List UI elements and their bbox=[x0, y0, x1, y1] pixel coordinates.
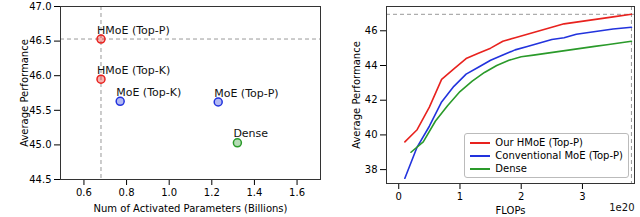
svg-text:47.0: 47.0 bbox=[29, 1, 51, 12]
svg-text:44.5: 44.5 bbox=[29, 174, 51, 185]
svg-text:46.0: 46.0 bbox=[29, 70, 51, 81]
html-text:Dense: Dense bbox=[495, 163, 527, 174]
svg-text:1: 1 bbox=[457, 191, 463, 202]
svg-text:MoE (Top-K): MoE (Top-K) bbox=[116, 86, 181, 99]
svg-text:0: 0 bbox=[396, 191, 402, 202]
svg-text:45.5: 45.5 bbox=[29, 105, 51, 116]
svg-text:Num of Activated Parameters (B: Num of Activated Parameters (Billions) bbox=[94, 203, 288, 214]
svg-text:1.0: 1.0 bbox=[161, 187, 177, 198]
svg-text:0.8: 0.8 bbox=[119, 187, 135, 198]
svg-text:38: 38 bbox=[365, 164, 378, 175]
svg-text:42: 42 bbox=[365, 94, 378, 105]
svg-text:HMoE (Top-P): HMoE (Top-P) bbox=[97, 24, 170, 37]
svg-text:3: 3 bbox=[579, 191, 585, 202]
svg-text:45.0: 45.0 bbox=[29, 139, 51, 150]
svg-text:46: 46 bbox=[365, 25, 378, 36]
svg-text:Average Performance: Average Performance bbox=[351, 41, 362, 149]
svg-text:0.6: 0.6 bbox=[76, 187, 92, 198]
svg-text:44: 44 bbox=[365, 60, 378, 71]
svg-text:FLOPs: FLOPs bbox=[496, 205, 526, 216]
html-text:Our HMoE (Top-P): Our HMoE (Top-P) bbox=[495, 137, 583, 148]
svg-text:Average Performance: Average Performance bbox=[19, 39, 30, 147]
svg-text:Dense: Dense bbox=[233, 127, 268, 140]
svg-text:40: 40 bbox=[365, 129, 378, 140]
svg-text:1.2: 1.2 bbox=[204, 187, 220, 198]
svg-text:2: 2 bbox=[518, 191, 524, 202]
html-text:Conventional MoE (Top-P): Conventional MoE (Top-P) bbox=[495, 150, 623, 161]
svg-text:HMoE (Top-K): HMoE (Top-K) bbox=[97, 64, 170, 77]
svg-text:1e20: 1e20 bbox=[609, 202, 634, 213]
svg-text:46.5: 46.5 bbox=[29, 35, 51, 46]
svg-text:1.6: 1.6 bbox=[289, 187, 305, 198]
svg-text:MoE (Top-P): MoE (Top-P) bbox=[214, 87, 278, 100]
svg-text:1.4: 1.4 bbox=[246, 187, 262, 198]
